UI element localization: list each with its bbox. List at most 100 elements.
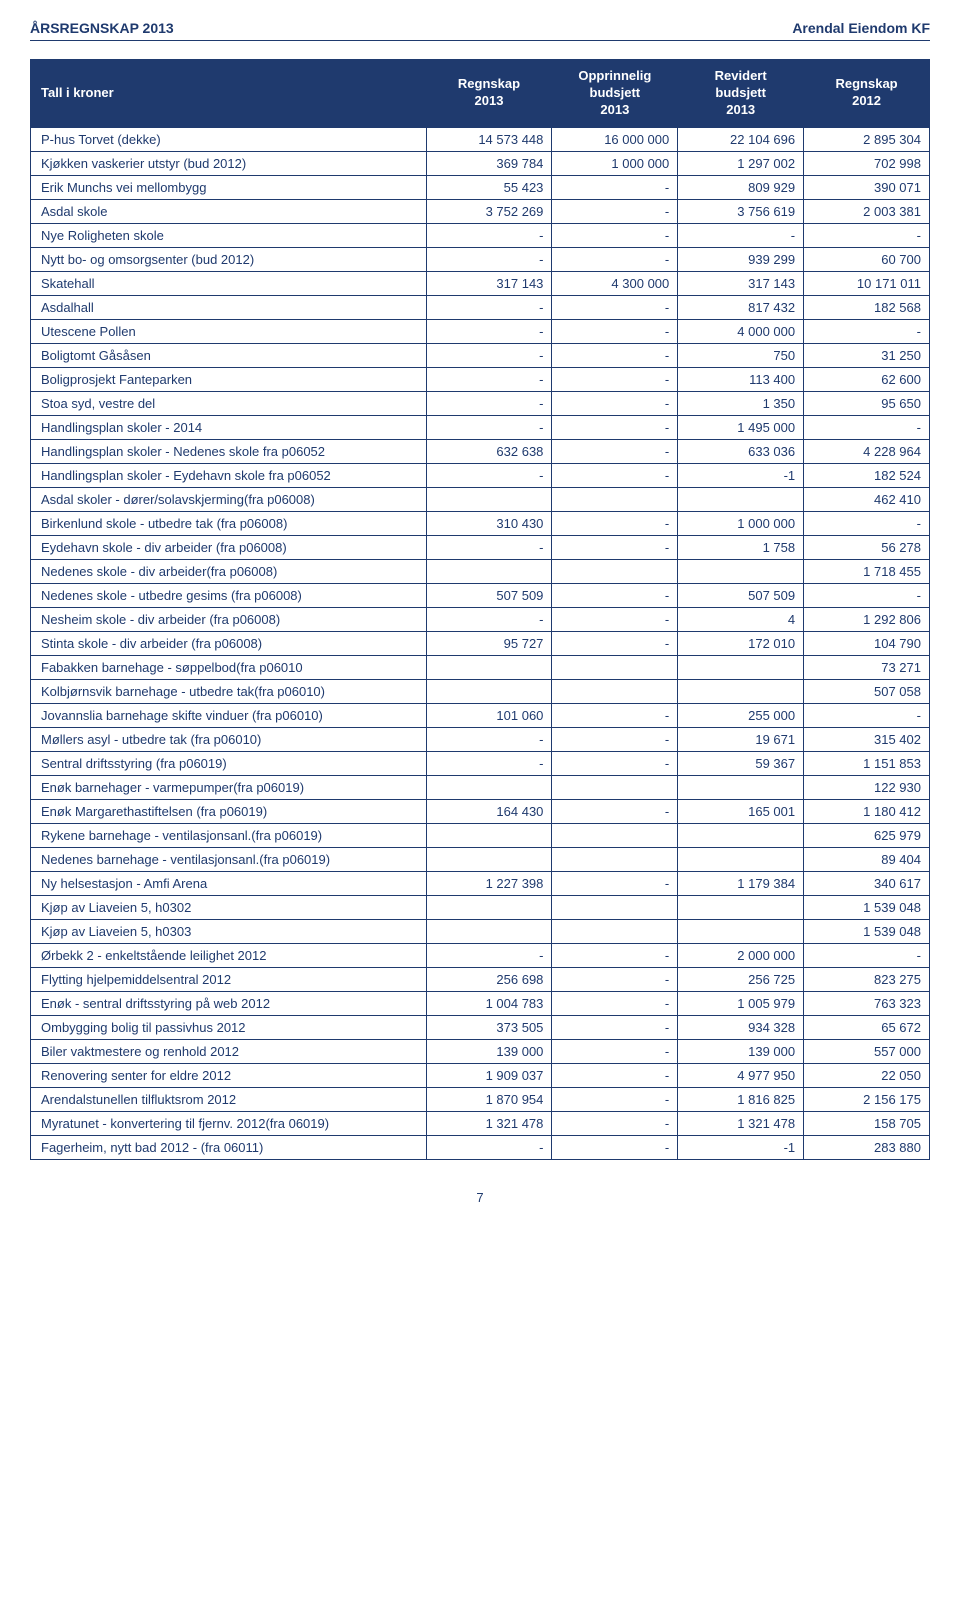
row-value: 310 430 xyxy=(426,511,552,535)
row-label: Nytt bo- og omsorgsenter (bud 2012) xyxy=(31,247,427,271)
row-value: 317 143 xyxy=(678,271,804,295)
row-value xyxy=(426,919,552,943)
row-value: 4 xyxy=(678,607,804,631)
row-value: 1 151 853 xyxy=(804,751,930,775)
row-value: 255 000 xyxy=(678,703,804,727)
table-row: Ny helsestasjon - Amfi Arena1 227 398-1 … xyxy=(31,871,930,895)
row-value xyxy=(426,895,552,919)
row-value: - xyxy=(552,1039,678,1063)
row-label: Asdal skoler - dører/solavskjerming(fra … xyxy=(31,487,427,511)
row-value: 164 430 xyxy=(426,799,552,823)
row-label: Jovannslia barnehage skifte vinduer (fra… xyxy=(31,703,427,727)
row-value: - xyxy=(804,223,930,247)
table-row: Asdal skole3 752 269-3 756 6192 003 381 xyxy=(31,199,930,223)
table-row: Kolbjørnsvik barnehage - utbedre tak(fra… xyxy=(31,679,930,703)
row-value xyxy=(678,679,804,703)
row-value: - xyxy=(804,415,930,439)
row-value: - xyxy=(552,1063,678,1087)
row-value: 2 003 381 xyxy=(804,199,930,223)
row-value xyxy=(426,775,552,799)
table-row: Nedenes barnehage - ventilasjonsanl.(fra… xyxy=(31,847,930,871)
table-row: Utescene Pollen--4 000 000- xyxy=(31,319,930,343)
row-value: - xyxy=(552,943,678,967)
row-label: Stoa syd, vestre del xyxy=(31,391,427,415)
row-value: - xyxy=(552,199,678,223)
row-value: - xyxy=(552,463,678,487)
row-value: 1 539 048 xyxy=(804,895,930,919)
row-value: 1 004 783 xyxy=(426,991,552,1015)
table-row: Stoa syd, vestre del--1 35095 650 xyxy=(31,391,930,415)
row-value: - xyxy=(426,751,552,775)
row-value: 373 505 xyxy=(426,1015,552,1039)
table-row: Renovering senter for eldre 20121 909 03… xyxy=(31,1063,930,1087)
table-row: Handlingsplan skoler - 2014--1 495 000- xyxy=(31,415,930,439)
row-label: Asdalhall xyxy=(31,295,427,319)
table-body: P-hus Torvet (dekke)14 573 44816 000 000… xyxy=(31,127,930,1159)
row-label: Handlingsplan skoler - Nedenes skole fra… xyxy=(31,439,427,463)
row-value: - xyxy=(552,511,678,535)
row-value: - xyxy=(804,511,930,535)
table-row: Handlingsplan skoler - Nedenes skole fra… xyxy=(31,439,930,463)
row-label: Asdal skole xyxy=(31,199,427,223)
header-right: Arendal Eiendom KF xyxy=(792,20,930,36)
row-value: - xyxy=(426,727,552,751)
row-value: 2 895 304 xyxy=(804,127,930,151)
row-value: 763 323 xyxy=(804,991,930,1015)
row-value: - xyxy=(552,607,678,631)
row-value: - xyxy=(552,1111,678,1135)
table-row: Kjøp av Liaveien 5, h03031 539 048 xyxy=(31,919,930,943)
row-label: Møllers asyl - utbedre tak (fra p06010) xyxy=(31,727,427,751)
row-value: - xyxy=(426,415,552,439)
row-value: 934 328 xyxy=(678,1015,804,1039)
table-row: Skatehall317 1434 300 000317 14310 171 0… xyxy=(31,271,930,295)
row-value: - xyxy=(552,223,678,247)
row-value: 65 672 xyxy=(804,1015,930,1039)
row-value: 139 000 xyxy=(678,1039,804,1063)
table-row: Fagerheim, nytt bad 2012 - (fra 06011)--… xyxy=(31,1135,930,1159)
financial-table: Tall i kronerRegnskap2013Opprinneligbuds… xyxy=(30,59,930,1160)
table-row: Nesheim skole - div arbeider (fra p06008… xyxy=(31,607,930,631)
row-value: 3 756 619 xyxy=(678,199,804,223)
column-header: Revidertbudsjett2013 xyxy=(678,60,804,128)
column-header: Opprinneligbudsjett2013 xyxy=(552,60,678,128)
table-header: Tall i kronerRegnskap2013Opprinneligbuds… xyxy=(31,60,930,128)
row-value xyxy=(426,559,552,583)
row-value: - xyxy=(426,247,552,271)
row-label: Utescene Pollen xyxy=(31,319,427,343)
row-label: Fagerheim, nytt bad 2012 - (fra 06011) xyxy=(31,1135,427,1159)
row-value xyxy=(678,919,804,943)
row-value: 750 xyxy=(678,343,804,367)
row-value: - xyxy=(426,391,552,415)
row-value xyxy=(426,487,552,511)
row-value: 939 299 xyxy=(678,247,804,271)
document-header: ÅRSREGNSKAP 2013 Arendal Eiendom KF xyxy=(30,20,930,41)
row-value: 60 700 xyxy=(804,247,930,271)
row-value xyxy=(552,679,678,703)
row-value: 1 227 398 xyxy=(426,871,552,895)
row-value: 182 568 xyxy=(804,295,930,319)
row-value: 340 617 xyxy=(804,871,930,895)
row-label: Flytting hjelpemiddelsentral 2012 xyxy=(31,967,427,991)
row-value: 1 321 478 xyxy=(426,1111,552,1135)
row-value: 95 727 xyxy=(426,631,552,655)
row-value: 317 143 xyxy=(426,271,552,295)
row-label: Kjøp av Liaveien 5, h0302 xyxy=(31,895,427,919)
row-value: - xyxy=(552,415,678,439)
row-value: 1 909 037 xyxy=(426,1063,552,1087)
row-value xyxy=(552,823,678,847)
row-label: Rykene barnehage - ventilasjonsanl.(fra … xyxy=(31,823,427,847)
row-label: Kjøp av Liaveien 5, h0303 xyxy=(31,919,427,943)
table-row: Stinta skole - div arbeider (fra p06008)… xyxy=(31,631,930,655)
row-label: Birkenlund skole - utbedre tak (fra p060… xyxy=(31,511,427,535)
header-left: ÅRSREGNSKAP 2013 xyxy=(30,20,174,36)
row-value: - xyxy=(804,703,930,727)
row-value: - xyxy=(552,1135,678,1159)
row-value: - xyxy=(552,967,678,991)
row-value: - xyxy=(804,583,930,607)
row-value xyxy=(426,679,552,703)
row-label: Fabakken barnehage - søppelbod(fra p0601… xyxy=(31,655,427,679)
table-row: Ørbekk 2 - enkeltstående leilighet 2012-… xyxy=(31,943,930,967)
row-label: Myratunet - konvertering til fjernv. 201… xyxy=(31,1111,427,1135)
table-row: P-hus Torvet (dekke)14 573 44816 000 000… xyxy=(31,127,930,151)
table-row: Fabakken barnehage - søppelbod(fra p0601… xyxy=(31,655,930,679)
